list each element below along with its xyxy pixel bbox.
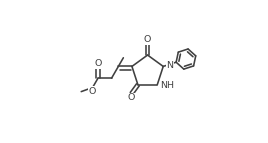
Text: O: O [144, 35, 151, 44]
Text: O: O [88, 87, 96, 96]
Text: N: N [166, 61, 173, 70]
Text: O: O [128, 93, 135, 102]
Text: NH: NH [160, 81, 174, 90]
Text: O: O [94, 59, 102, 68]
